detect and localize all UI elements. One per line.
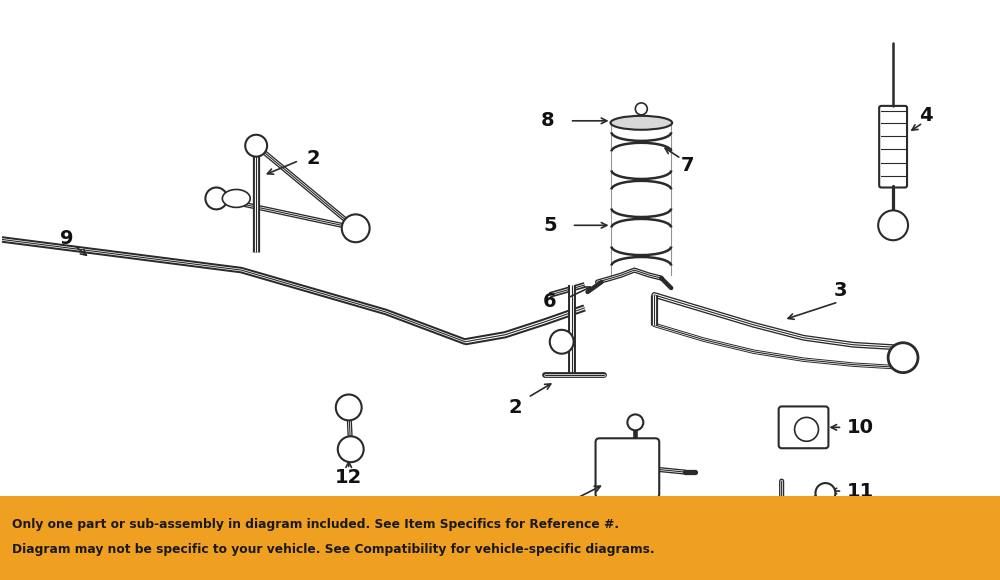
Text: 5: 5: [543, 216, 557, 235]
Text: 1: 1: [531, 499, 545, 519]
Text: 2: 2: [508, 398, 522, 417]
Text: 3: 3: [834, 281, 847, 299]
Circle shape: [815, 483, 835, 503]
Circle shape: [888, 343, 918, 372]
FancyBboxPatch shape: [879, 106, 907, 187]
Text: 7: 7: [680, 156, 694, 175]
Text: 6: 6: [543, 292, 557, 311]
Circle shape: [878, 211, 908, 240]
Circle shape: [622, 512, 642, 532]
Text: Only one part or sub-assembly in diagram included. See Item Specifics for Refere: Only one part or sub-assembly in diagram…: [12, 518, 619, 531]
Circle shape: [635, 103, 647, 115]
Text: 12: 12: [335, 467, 362, 487]
Text: 10: 10: [847, 418, 874, 437]
Circle shape: [336, 394, 362, 420]
Ellipse shape: [610, 116, 672, 130]
Text: 8: 8: [541, 111, 555, 130]
Text: Diagram may not be specific to your vehicle. See Compatibility for vehicle-speci: Diagram may not be specific to your vehi…: [12, 543, 655, 556]
Circle shape: [342, 215, 370, 242]
Circle shape: [627, 414, 643, 430]
Text: 9: 9: [60, 229, 74, 248]
Circle shape: [245, 135, 267, 157]
Circle shape: [205, 187, 227, 209]
Text: 11: 11: [847, 481, 874, 501]
Circle shape: [338, 436, 364, 462]
Circle shape: [795, 418, 818, 441]
Text: 2: 2: [306, 149, 320, 168]
Ellipse shape: [222, 190, 250, 208]
FancyBboxPatch shape: [596, 438, 659, 498]
FancyBboxPatch shape: [779, 407, 828, 448]
Text: 4: 4: [919, 106, 933, 125]
Circle shape: [550, 330, 574, 354]
